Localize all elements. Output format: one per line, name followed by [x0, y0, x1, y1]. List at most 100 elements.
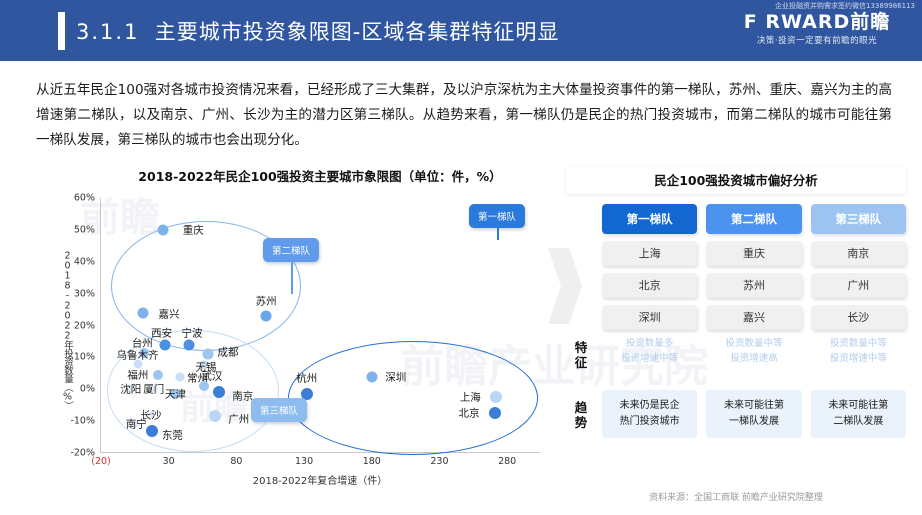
data-point-label: 广州: [228, 413, 250, 426]
trend-line: 未来可能往第: [723, 400, 784, 411]
city-cell: 长沙: [810, 305, 906, 330]
tier-grid: 第一梯队 第二梯队 第三梯队 上海 重庆 南京 北京 苏州 广州 深圳 嘉兴 长…: [602, 204, 906, 337]
chart-x-tick: 180: [362, 456, 381, 467]
feature-row-label: 特征: [574, 340, 588, 370]
feature-line: 投资增速高: [730, 353, 778, 364]
data-point: [146, 424, 159, 437]
data-point: [149, 385, 158, 394]
table-row: 北京 苏州 广州: [602, 273, 906, 298]
data-point-label: 杭州: [296, 372, 318, 385]
chart-x-tick: 30: [162, 456, 175, 467]
data-point: [212, 386, 225, 399]
chart-y-tick: 40%: [73, 256, 95, 268]
trend-line: 二梯队发展: [833, 416, 884, 427]
chart-x-tick: 130: [294, 456, 314, 467]
data-point: [199, 360, 209, 370]
data-point: [488, 407, 501, 420]
data-point-label: 东莞: [161, 429, 183, 442]
data-point-label: 台州: [131, 337, 153, 350]
chart-y-axis-label: 2018-2022年投资数量（%）: [62, 250, 73, 410]
data-point: [198, 381, 209, 392]
cluster-ellipse-tier3: [107, 330, 279, 452]
cluster-badge-3[interactable]: 第三梯队: [250, 398, 308, 422]
brand-tagline: 决策·投资一定要有前瞻的眼光: [756, 36, 878, 46]
trend-cell: 未来可能往第 二梯队发展: [810, 390, 906, 438]
data-point: [300, 388, 313, 401]
city-cell: 广州: [810, 273, 906, 298]
data-point: [175, 372, 185, 381]
data-point-label: 深圳: [385, 371, 407, 383]
trend-line: 热门投资城市: [619, 416, 680, 427]
chart-y-tick: 0%: [79, 383, 95, 395]
arrow-icon: [548, 248, 582, 324]
data-point: [139, 347, 150, 358]
tier-header-3[interactable]: 第三梯队: [810, 204, 906, 234]
feature-row: 投资数量多 投资增速中等 投资数量中等 投资增速高 投资数量中等 投资增速中等: [602, 336, 906, 366]
data-point-label: 嘉兴: [158, 308, 180, 321]
trend-row-label: 趋势: [574, 400, 588, 430]
brand-logo-text: F RWARD前瞻: [743, 11, 891, 33]
chart-y-tick: 10%: [73, 351, 95, 363]
data-point-label: 苏州: [255, 295, 277, 308]
source-note: 资料来源：全国工商联 前瞻产业研究院整理: [649, 493, 823, 503]
badge-connector-line: [497, 226, 499, 240]
data-point-label: 乌鲁木齐: [116, 349, 159, 362]
brand-logo: F RWARD前瞻 决策·投资一定要有前瞻的眼光: [722, 12, 912, 46]
city-cell: 重庆: [706, 241, 802, 266]
data-point: [183, 339, 195, 351]
chart-x-tick: (20): [91, 456, 111, 467]
data-point: [152, 369, 163, 380]
feature-cell: 投资数量中等 投资增速高: [706, 336, 801, 366]
data-point-label: 成都: [217, 346, 239, 359]
data-point-label: 上海: [459, 391, 481, 404]
scatter-chart: 2018-2022年民企100强投资主要城市象限图（单位：件，%） 2018-2…: [30, 160, 550, 500]
badge-connector-line: [291, 260, 293, 294]
chart-x-tick: 230: [430, 456, 449, 467]
data-point: [157, 224, 169, 236]
data-point: [137, 307, 149, 319]
data-point: [202, 348, 214, 360]
panel-title: 民企100强投资城市偏好分析: [566, 168, 906, 194]
cluster-badge-2[interactable]: 第二梯队: [262, 238, 320, 262]
data-point-label: 南京: [232, 390, 254, 403]
tier-header-1[interactable]: 第一梯队: [602, 204, 698, 234]
chart-y-tick: -20%: [70, 447, 95, 459]
data-point: [133, 359, 143, 369]
data-point-label: 南宁: [125, 418, 147, 431]
data-point-label: 重庆: [182, 224, 204, 237]
page-header: 3.1.1 主要城市投资象限图-区域各集群特征明显 企业投融资并购需求签约微信1…: [0, 0, 922, 61]
cluster-badge-1[interactable]: 第一梯队: [468, 204, 526, 228]
data-point-label: 北京: [458, 407, 480, 420]
body-paragraph: 从近五年民企100强对各城市投资情况来看，已经形成了三大集群，及以沪京深杭为主大…: [36, 82, 892, 148]
data-point-label: 无锡: [195, 361, 217, 374]
feature-line: 投资数量多: [625, 338, 674, 349]
tier-header-row: 第一梯队 第二梯队 第三梯队: [602, 204, 906, 234]
chart-x-tick: 80: [230, 456, 243, 467]
trend-line: 未来可能往第: [828, 400, 889, 411]
table-row: 上海 重庆 南京: [602, 241, 906, 266]
tier-header-2[interactable]: 第二梯队: [706, 204, 802, 234]
data-point: [147, 410, 156, 419]
wechat-contact-text: 企业投融资并购需求签约微信13389986113: [775, 2, 915, 10]
chart-y-tick: 20%: [73, 320, 95, 331]
section-number: 3.1.1: [76, 20, 140, 44]
data-point: [208, 410, 221, 423]
city-cell: 苏州: [706, 273, 802, 298]
feature-line: 投资增速中等: [829, 353, 887, 364]
table-row: 深圳 嘉兴 长沙: [602, 305, 906, 330]
feature-cell: 投资数量中等 投资增速中等: [811, 336, 906, 366]
chart-title: 2018-2022年民企100强投资主要城市象限图（单位：件，%）: [138, 169, 502, 184]
chart-y-tick: 60%: [73, 192, 95, 204]
trend-cell: 未来可能往第 一梯队发展: [706, 390, 802, 438]
city-cell: 北京: [602, 273, 698, 298]
page-title: 3.1.1 主要城市投资象限图-区域各集群特征明显: [76, 16, 559, 46]
chart-y-tick: 50%: [73, 224, 95, 236]
chart-x-tick: 280: [498, 456, 517, 467]
feature-cell: 投资数量多 投资增速中等: [602, 336, 697, 366]
data-point: [490, 391, 503, 404]
city-preference-panel: 民企100强投资城市偏好分析 第一梯队 第二梯队 第三梯队 上海 重庆 南京 北…: [548, 168, 912, 478]
chart-plot-area: 60% 50% 40% 30% 20% 10% 0% -10% -20% (20) 30 80 130 1…: [70, 193, 540, 467]
data-point-label: 宁波: [181, 327, 203, 340]
trend-line: 未来仍是民企: [619, 400, 680, 411]
data-point-label: 武汉: [201, 370, 223, 383]
